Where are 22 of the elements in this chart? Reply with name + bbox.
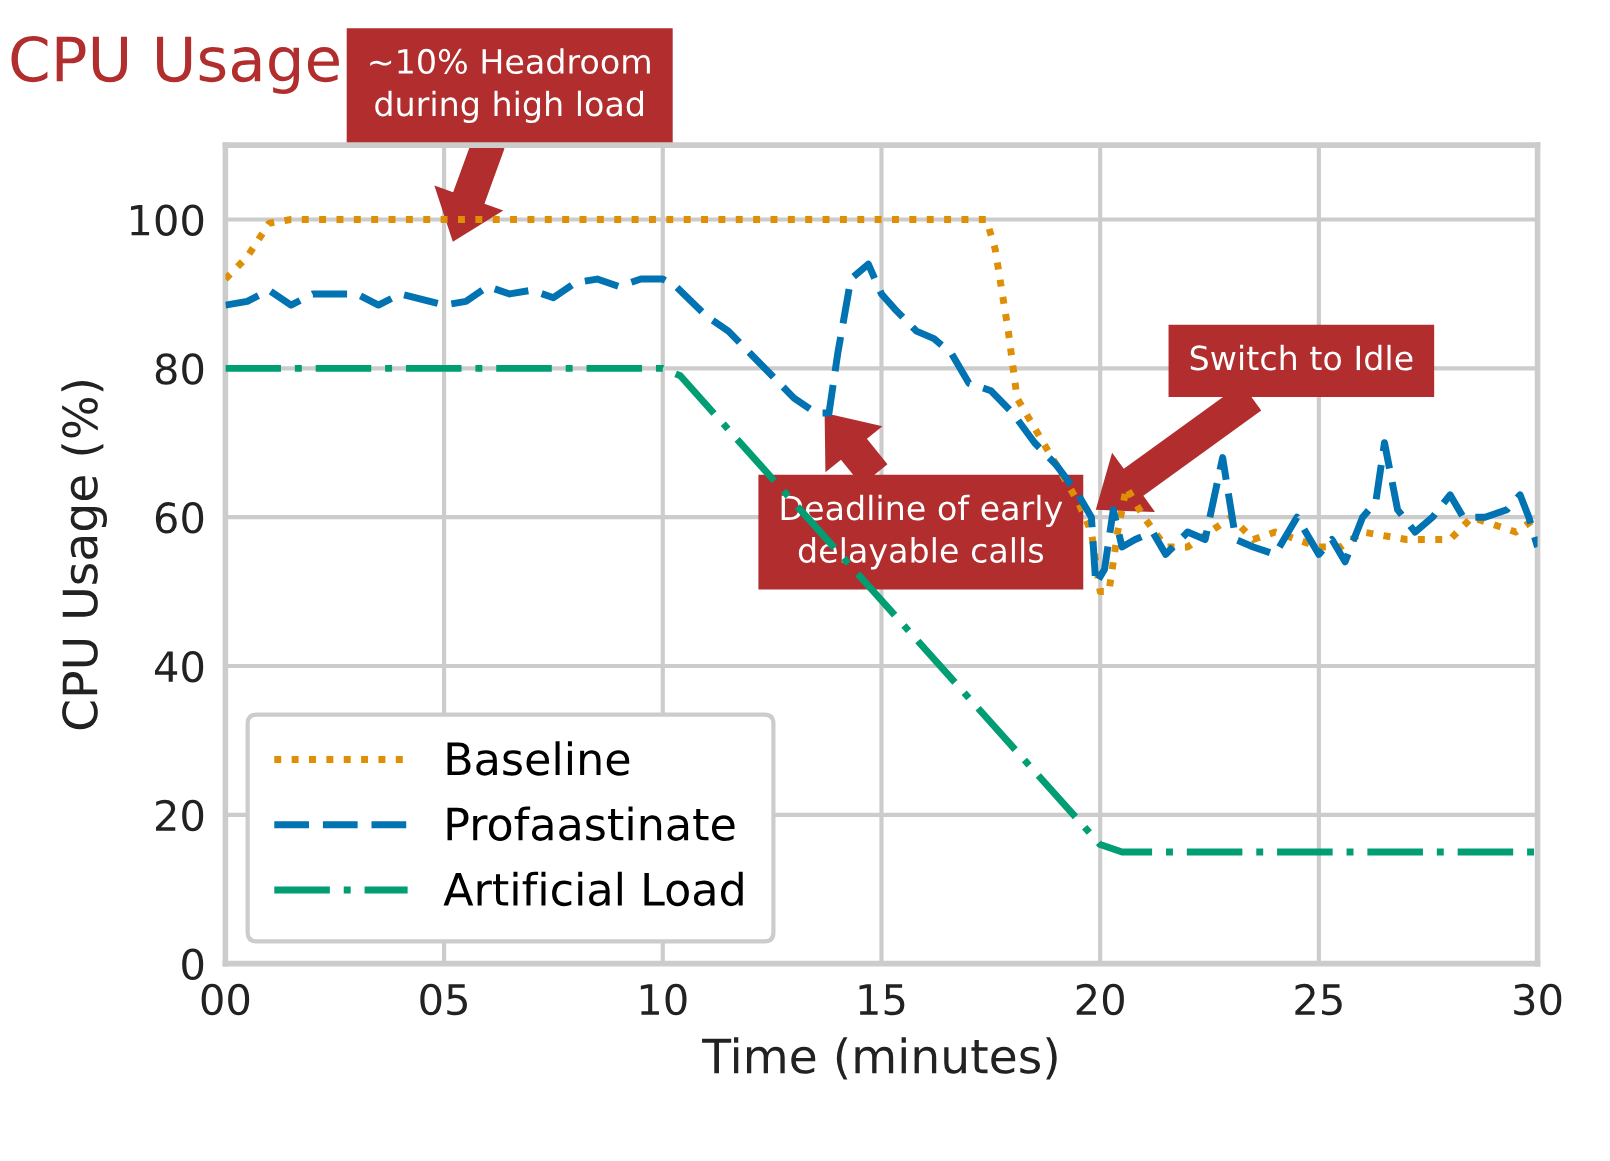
text: ~10% Headroom during high load xyxy=(370,48,650,123)
x-tick-label: 15 xyxy=(859,984,905,1016)
annotation: Switch to Idle xyxy=(1190,344,1413,371)
x-tick-label: 20 xyxy=(1076,983,1124,1016)
y-tick-label: 20 xyxy=(155,799,204,832)
x-tick-label: 05 xyxy=(420,983,467,1016)
y-axis-title: CPU Usage (%) xyxy=(61,380,107,730)
x-tick-label: 25 xyxy=(1295,983,1342,1016)
chart-title: CPU Usage xyxy=(11,35,339,94)
y-tick-label: 40 xyxy=(154,650,204,683)
x-tick-label: 30 xyxy=(1514,983,1562,1016)
y-tick-label: 80 xyxy=(155,353,204,385)
y-tick-label: 0 xyxy=(182,948,204,981)
y-tick-label: 100 xyxy=(131,204,204,236)
x-axis-title: Time (minutes) xyxy=(702,1037,1057,1080)
x-tick-label: 00 xyxy=(201,983,250,1016)
x-tick-label: 10 xyxy=(640,983,687,1016)
y-tick-label: 60 xyxy=(155,502,204,534)
legend-label: Profaastinate xyxy=(447,806,735,841)
legend-label: Artificial Load xyxy=(443,871,743,907)
annotation: Deadline of early delayable calls xyxy=(781,494,1063,570)
legend-label: Baseline xyxy=(447,741,630,776)
